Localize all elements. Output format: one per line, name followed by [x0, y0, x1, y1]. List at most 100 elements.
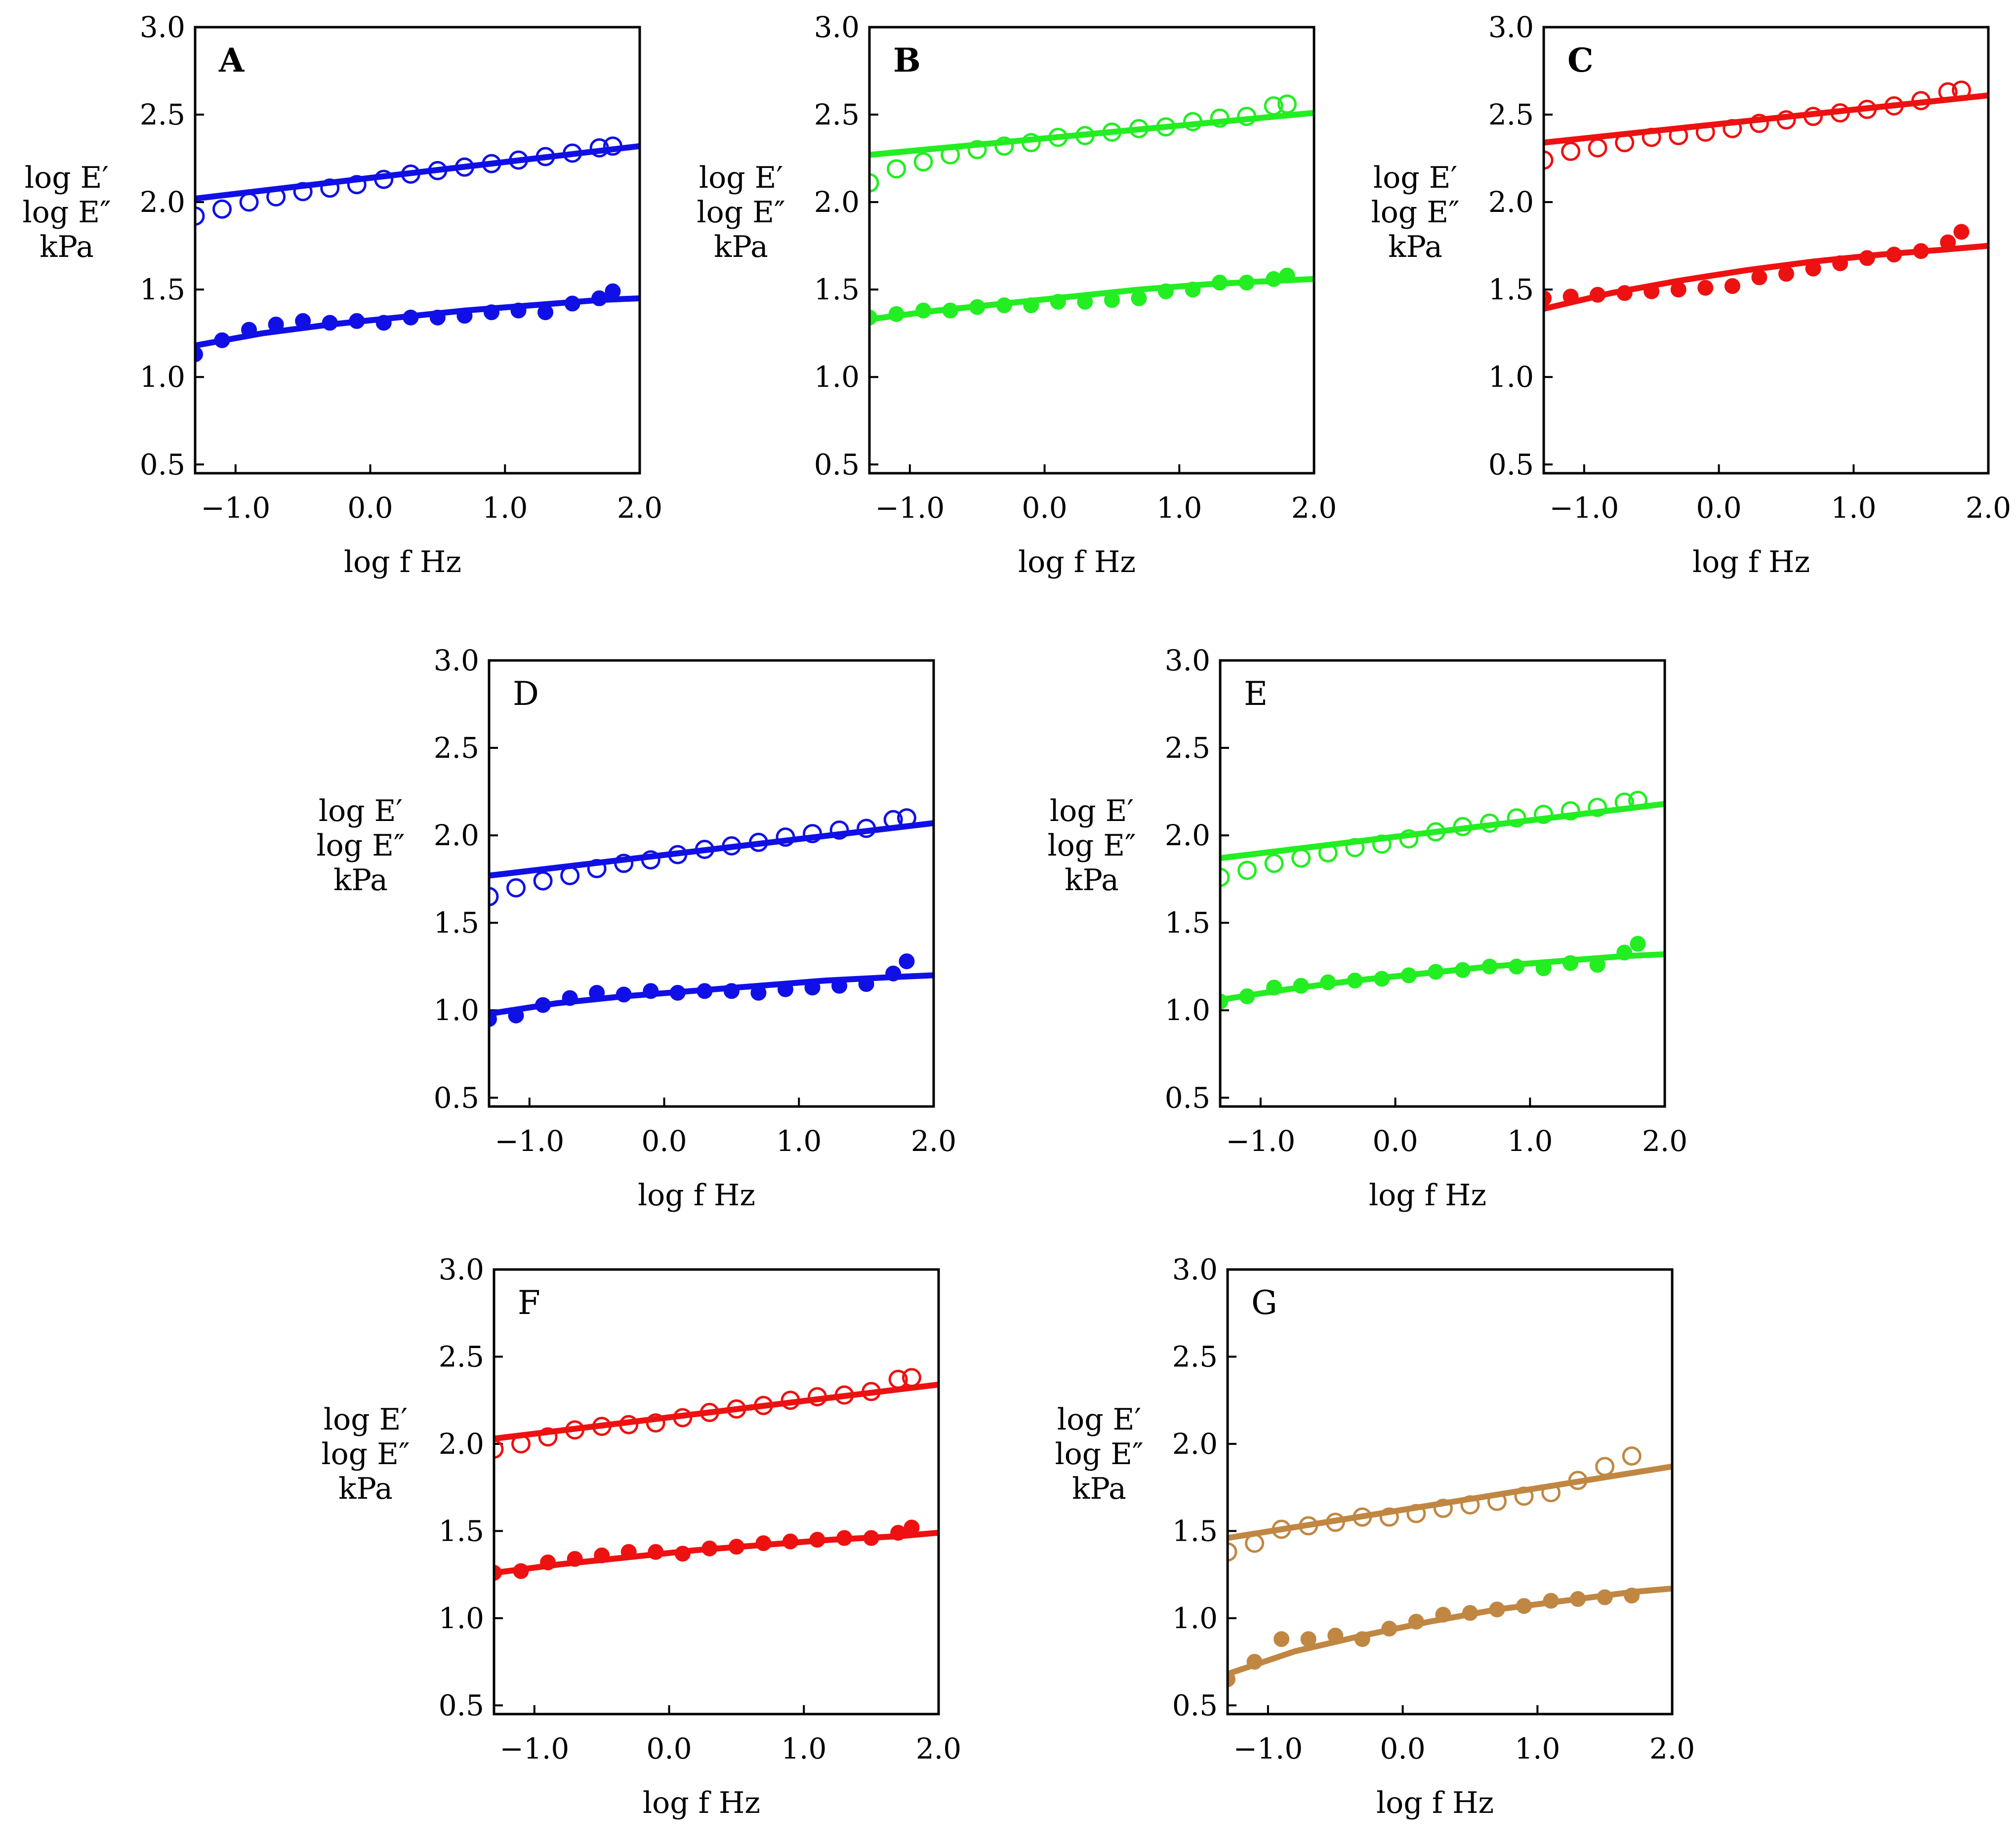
- x-tick-label: 2.0: [617, 491, 662, 525]
- storage-modulus-point: [195, 206, 205, 226]
- y-tick-label: 2.5: [1172, 1340, 1218, 1373]
- y-tick-label: 3.0: [434, 644, 479, 677]
- y-axis-label: log E′: [699, 161, 783, 195]
- panel-label: B: [893, 41, 921, 80]
- y-axis-label: log E″: [316, 828, 405, 863]
- storage-modulus-point: [887, 159, 906, 179]
- axes-frame: [488, 659, 935, 1108]
- fit-line: [1220, 801, 1665, 861]
- y-tick-label: 1.0: [1172, 1601, 1218, 1635]
- storage-modulus-point: [1544, 150, 1554, 170]
- y-tick-label: 1.5: [1172, 1514, 1218, 1548]
- storage-modulus-point: [869, 173, 879, 193]
- plot-area: [869, 94, 1314, 326]
- x-tick-label: 1.0: [1515, 1732, 1560, 1765]
- y-tick-label: 1.0: [439, 1601, 484, 1635]
- y-axis-label: log E″: [697, 195, 785, 230]
- plot-area: [494, 1368, 939, 1581]
- storage-modulus-point: [1237, 860, 1257, 880]
- fit-line: [1220, 951, 1665, 1003]
- storage-modulus-point: [1277, 94, 1297, 114]
- y-axis-label: kPa: [40, 230, 94, 264]
- y-axis-label: log E′: [25, 161, 109, 195]
- fit-line: [869, 276, 1314, 323]
- y-tick-label: 1.5: [439, 1514, 484, 1548]
- y-tick-label: 2.5: [434, 731, 479, 765]
- y-axis-label: log E″: [321, 1437, 410, 1472]
- y-tick-label: 3.0: [1172, 1253, 1218, 1286]
- x-tick-label: −1.0: [1226, 1124, 1295, 1158]
- x-axis-label: log f Hz: [1376, 1786, 1494, 1820]
- fit-line: [494, 1529, 939, 1576]
- storage-modulus-point: [1588, 797, 1607, 817]
- x-tick-label: 2.0: [1642, 1124, 1687, 1158]
- loss-modulus-point: [1953, 224, 1970, 240]
- y-axis-label: log E′: [324, 1402, 408, 1437]
- x-tick-label: 1.0: [776, 1124, 822, 1158]
- x-tick-label: −1.0: [1549, 491, 1619, 525]
- loss-modulus-point: [1131, 290, 1147, 306]
- x-tick-label: 2.0: [1649, 1732, 1695, 1765]
- y-tick-label: 2.0: [1488, 185, 1534, 219]
- fit-line: [1228, 1585, 1672, 1677]
- plot-area: [1220, 790, 1665, 1010]
- y-tick-label: 2.5: [814, 98, 860, 131]
- y-axis-label: kPa: [1065, 863, 1119, 898]
- loss-modulus-point: [1697, 280, 1714, 296]
- storage-modulus-point: [239, 192, 259, 212]
- storage-modulus-point: [829, 820, 849, 840]
- y-axis-label: log E″: [1371, 195, 1459, 230]
- x-axis-label: log f Hz: [638, 1178, 755, 1213]
- storage-modulus-point: [347, 175, 367, 195]
- storage-modulus-point: [1379, 1507, 1399, 1527]
- x-tick-label: 0.0: [1380, 1732, 1425, 1765]
- y-tick-label: 3.0: [439, 1253, 484, 1286]
- fit-line: [195, 143, 640, 202]
- fit-line: [489, 972, 934, 1017]
- y-tick-label: 0.5: [1172, 1688, 1218, 1722]
- y-tick-label: 2.5: [1488, 98, 1534, 131]
- y-tick-label: 1.5: [434, 906, 479, 940]
- x-tick-label: −1.0: [1233, 1732, 1303, 1765]
- storage-modulus-point: [913, 152, 933, 172]
- x-tick-label: 0.0: [641, 1124, 687, 1158]
- storage-modulus-point: [902, 1368, 921, 1388]
- storage-modulus-point: [538, 1427, 558, 1447]
- x-tick-label: 0.0: [1696, 491, 1741, 525]
- storage-modulus-point: [212, 199, 232, 219]
- storage-modulus-point: [1622, 1446, 1642, 1466]
- y-tick-label: 2.0: [1165, 819, 1210, 852]
- loss-modulus-point: [195, 346, 203, 363]
- panel-label: F: [518, 1284, 540, 1322]
- fit-line: [1544, 243, 1988, 312]
- y-axis-label: log E′: [1057, 1402, 1141, 1437]
- storage-modulus-point: [1433, 1499, 1453, 1518]
- x-tick-label: 0.0: [1022, 491, 1067, 525]
- y-tick-label: 1.5: [1165, 906, 1210, 940]
- plot-area: [1544, 80, 1988, 312]
- y-axis-label: kPa: [333, 863, 388, 898]
- y-tick-label: 1.0: [1488, 360, 1534, 394]
- x-tick-label: −1.0: [494, 1124, 564, 1158]
- loss-modulus-point: [899, 953, 915, 970]
- fit-line: [489, 820, 934, 879]
- loss-modulus-point: [1630, 936, 1646, 952]
- y-tick-label: 3.0: [1488, 10, 1534, 44]
- y-tick-label: 2.0: [439, 1427, 484, 1461]
- plot-area: [195, 136, 640, 363]
- axes-frame: [868, 26, 1316, 475]
- x-axis-label: log f Hz: [1369, 1178, 1486, 1213]
- y-tick-label: 3.0: [140, 10, 185, 44]
- y-tick-label: 2.5: [1165, 731, 1210, 765]
- x-axis-label: log f Hz: [1692, 545, 1810, 579]
- loss-modulus-point: [1544, 290, 1552, 306]
- y-axis-label: log E′: [1373, 161, 1457, 195]
- y-tick-label: 1.0: [434, 993, 479, 1027]
- storage-modulus-point: [1595, 1457, 1615, 1476]
- storage-modulus-point: [1561, 141, 1581, 161]
- fit-line: [494, 1381, 939, 1442]
